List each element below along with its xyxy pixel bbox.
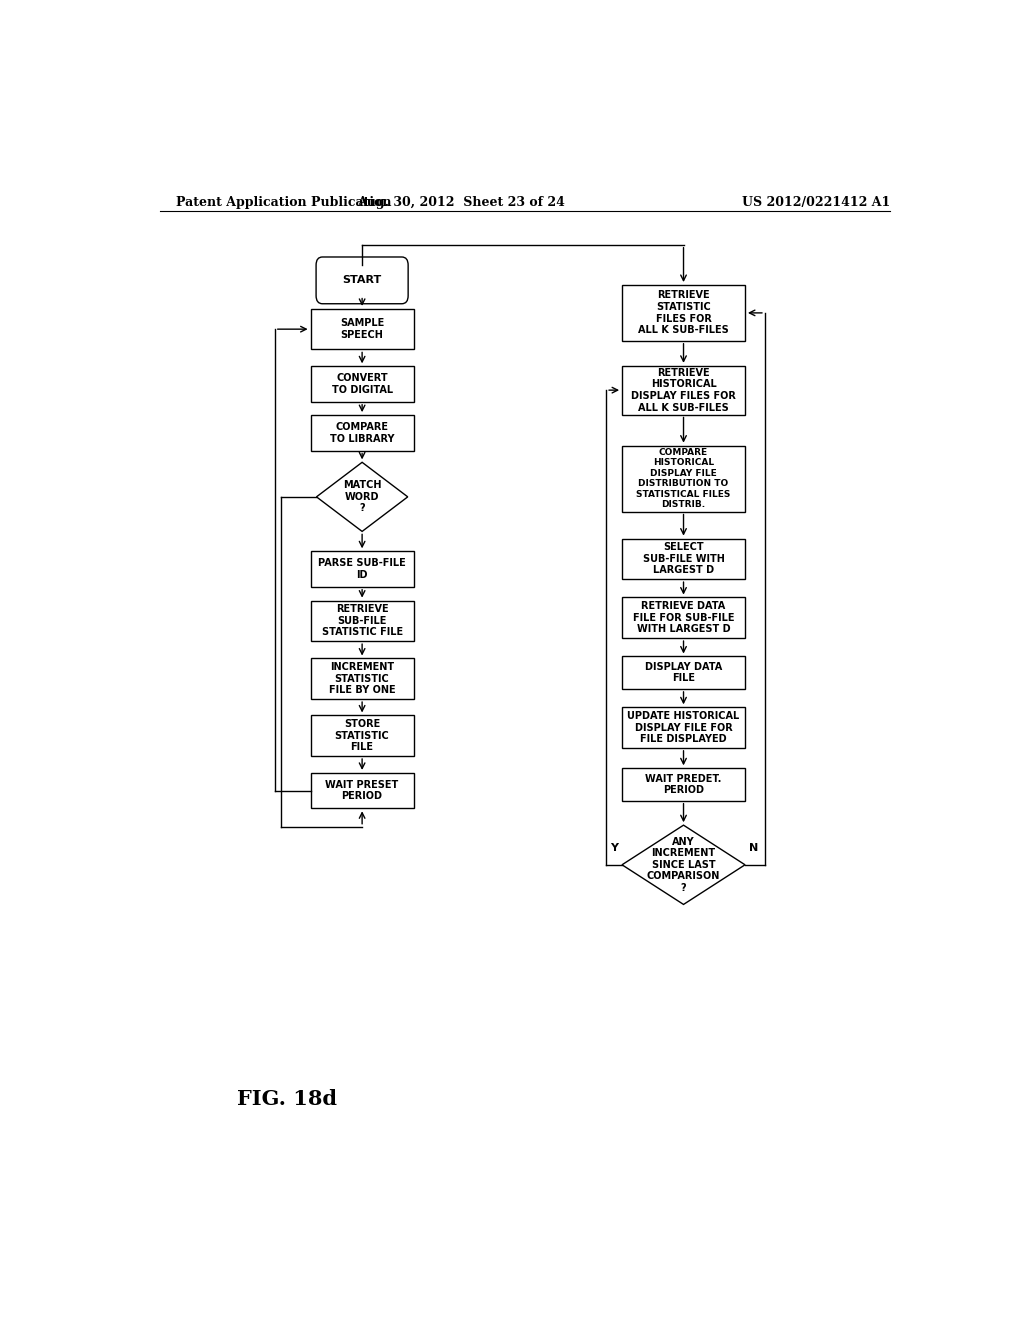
- FancyBboxPatch shape: [310, 772, 414, 808]
- Text: N: N: [749, 842, 758, 853]
- FancyBboxPatch shape: [310, 552, 414, 587]
- Text: RETRIEVE
SUB-FILE
STATISTIC FILE: RETRIEVE SUB-FILE STATISTIC FILE: [322, 605, 402, 638]
- Text: STORE
STATISTIC
FILE: STORE STATISTIC FILE: [335, 719, 389, 752]
- FancyBboxPatch shape: [310, 601, 414, 642]
- Text: CONVERT
TO DIGITAL: CONVERT TO DIGITAL: [332, 374, 392, 395]
- FancyBboxPatch shape: [622, 366, 745, 414]
- FancyBboxPatch shape: [622, 285, 745, 341]
- FancyBboxPatch shape: [622, 446, 745, 512]
- Text: MATCH
WORD
?: MATCH WORD ?: [343, 480, 381, 513]
- Text: Y: Y: [610, 842, 618, 853]
- Text: DISPLAY DATA
FILE: DISPLAY DATA FILE: [645, 661, 722, 684]
- Text: FIG. 18d: FIG. 18d: [237, 1089, 337, 1109]
- FancyBboxPatch shape: [316, 257, 409, 304]
- FancyBboxPatch shape: [622, 539, 745, 579]
- Text: RETRIEVE DATA
FILE FOR SUB-FILE
WITH LARGEST D: RETRIEVE DATA FILE FOR SUB-FILE WITH LAR…: [633, 601, 734, 635]
- FancyBboxPatch shape: [310, 366, 414, 401]
- FancyBboxPatch shape: [622, 768, 745, 801]
- Text: COMPARE
HISTORICAL
DISPLAY FILE
DISTRIBUTION TO
STATISTICAL FILES
DISTRIB.: COMPARE HISTORICAL DISPLAY FILE DISTRIBU…: [636, 447, 731, 510]
- Text: SAMPLE
SPEECH: SAMPLE SPEECH: [340, 318, 384, 341]
- Text: RETRIEVE
HISTORICAL
DISPLAY FILES FOR
ALL K SUB-FILES: RETRIEVE HISTORICAL DISPLAY FILES FOR AL…: [631, 368, 736, 413]
- Text: WAIT PRESET
PERIOD: WAIT PRESET PERIOD: [326, 780, 398, 801]
- Text: UPDATE HISTORICAL
DISPLAY FILE FOR
FILE DISPLAYED: UPDATE HISTORICAL DISPLAY FILE FOR FILE …: [628, 711, 739, 744]
- FancyBboxPatch shape: [622, 598, 745, 638]
- Text: START: START: [342, 276, 382, 285]
- Text: COMPARE
TO LIBRARY: COMPARE TO LIBRARY: [330, 422, 394, 444]
- Text: Aug. 30, 2012  Sheet 23 of 24: Aug. 30, 2012 Sheet 23 of 24: [357, 195, 565, 209]
- Polygon shape: [622, 825, 745, 904]
- Text: RETRIEVE
STATISTIC
FILES FOR
ALL K SUB-FILES: RETRIEVE STATISTIC FILES FOR ALL K SUB-F…: [638, 290, 729, 335]
- Text: PARSE SUB-FILE
ID: PARSE SUB-FILE ID: [318, 558, 406, 579]
- Text: WAIT PREDET.
PERIOD: WAIT PREDET. PERIOD: [645, 774, 722, 796]
- Text: INCREMENT
STATISTIC
FILE BY ONE: INCREMENT STATISTIC FILE BY ONE: [329, 663, 395, 696]
- FancyBboxPatch shape: [622, 656, 745, 689]
- Polygon shape: [316, 462, 408, 532]
- Text: ANY
INCREMENT
SINCE LAST
COMPARISON
?: ANY INCREMENT SINCE LAST COMPARISON ?: [647, 837, 720, 894]
- FancyBboxPatch shape: [310, 414, 414, 450]
- FancyBboxPatch shape: [310, 659, 414, 700]
- FancyBboxPatch shape: [310, 715, 414, 756]
- FancyBboxPatch shape: [622, 708, 745, 748]
- Text: Patent Application Publication: Patent Application Publication: [176, 195, 391, 209]
- Text: SELECT
SUB-FILE WITH
LARGEST D: SELECT SUB-FILE WITH LARGEST D: [643, 543, 724, 576]
- Text: US 2012/0221412 A1: US 2012/0221412 A1: [741, 195, 890, 209]
- FancyBboxPatch shape: [310, 309, 414, 350]
